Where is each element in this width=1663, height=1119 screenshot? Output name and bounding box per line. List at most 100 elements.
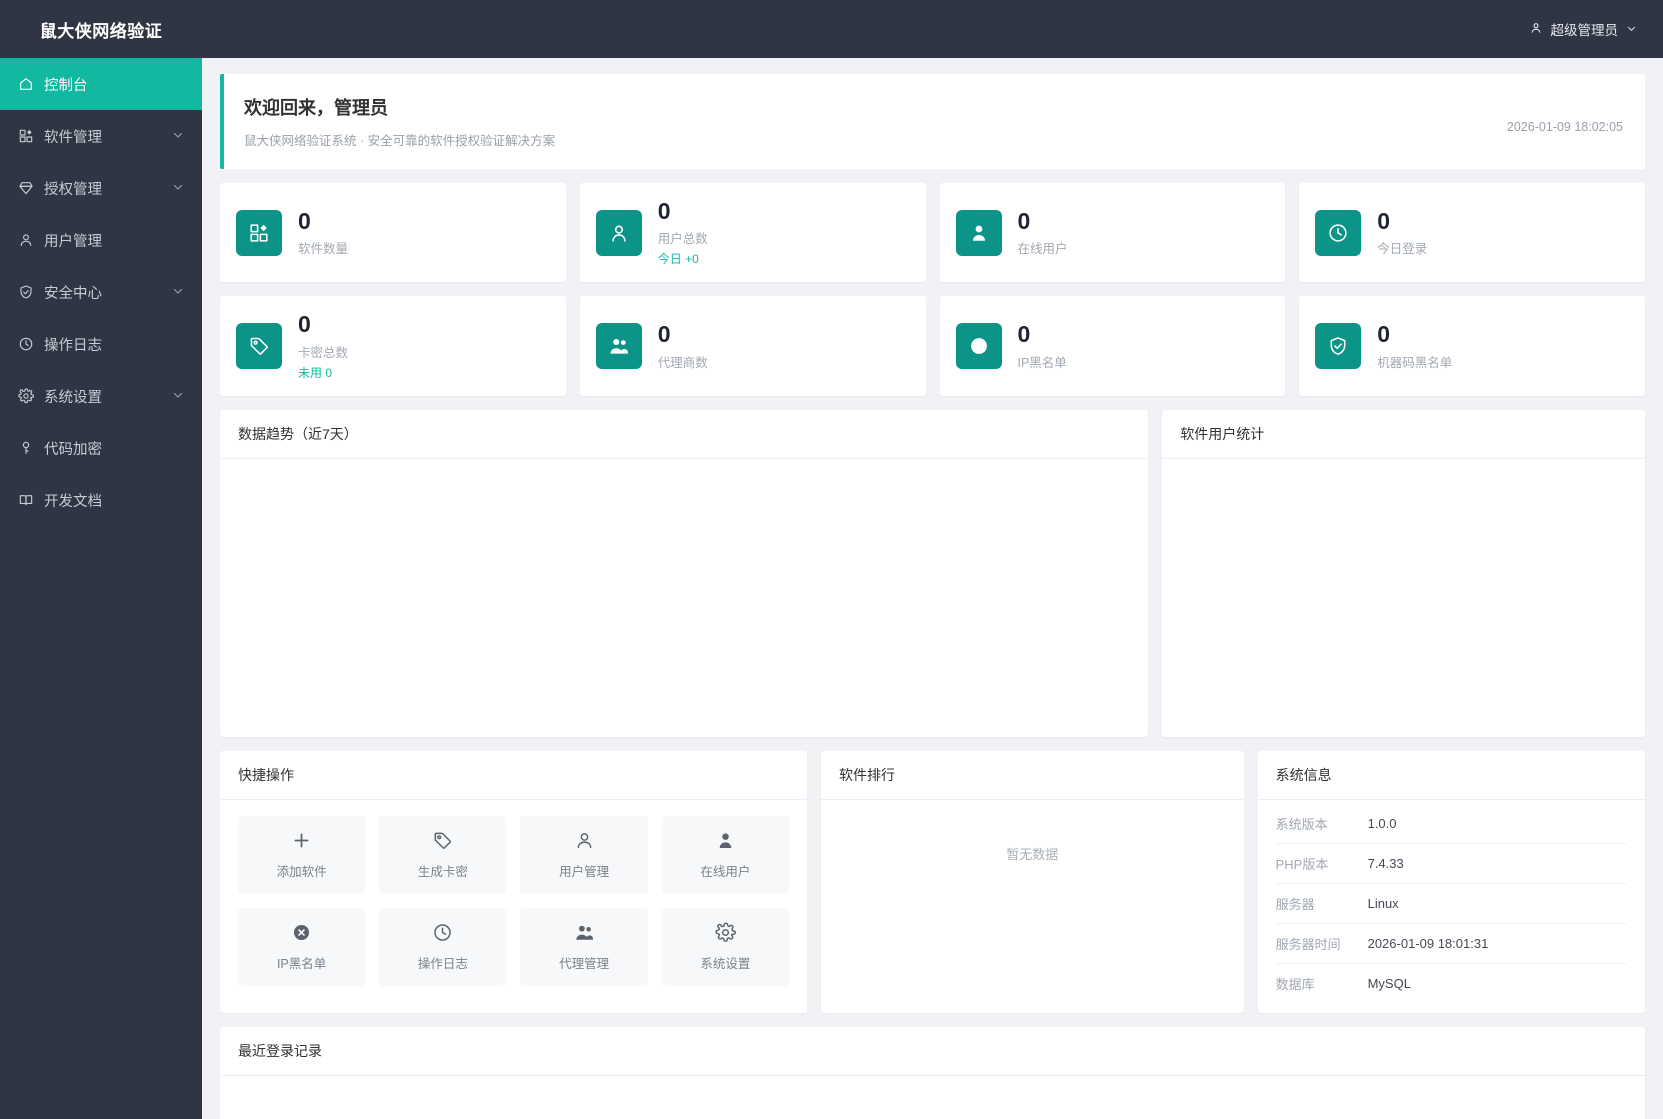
system-info-value: Linux (1367, 895, 1399, 911)
system-info-key: 数据库 (1275, 976, 1315, 992)
system-info-row: 系统版本 1.0.0 (1275, 804, 1627, 844)
person-filled-icon (955, 209, 1002, 256)
quick-action-label: IP黑名单 (276, 956, 327, 971)
quick-action-item[interactable]: 生成卡密 (379, 815, 507, 894)
quick-action-label: 系统设置 (700, 956, 751, 971)
stat-value: 0 (1377, 321, 1391, 348)
welcome-timestamp: 2026-01-09 18:02:05 (1506, 119, 1623, 134)
home-icon (16, 75, 35, 94)
lower-row: 快捷操作 添加软件 生成卡密 用户管理 在线用户 IP黑名单 操作日志 代理管理 系统设置 软… (220, 750, 1645, 1013)
quick-actions-panel: 快捷操作 添加软件 生成卡密 用户管理 在线用户 IP黑名单 操作日志 代理管理 系统设置 (220, 750, 807, 1013)
sidebar-item-label: 系统设置 (44, 389, 102, 406)
system-info-key: PHP版本 (1275, 856, 1329, 872)
quick-action-label: 操作日志 (417, 956, 468, 971)
sidebar-item-label: 开发文档 (44, 493, 102, 510)
recent-logins-title: 最近登录记录 (220, 1027, 1645, 1076)
recent-logins-panel: 最近登录记录 (220, 1026, 1645, 1119)
stat-card: 0 机器码黑名单 (1299, 296, 1645, 396)
system-info-row: 服务器时间 2026-01-09 18:01:31 (1275, 924, 1627, 964)
user-outline-icon (595, 209, 642, 256)
brand-title: 鼠大侠网络验证 (39, 21, 163, 41)
system-info-key: 系统版本 (1275, 816, 1328, 832)
stat-label: IP黑名单 (1017, 355, 1067, 370)
software-rank-title: 软件排行 (820, 751, 1244, 800)
stat-sublabel: 今日 +0 (657, 252, 699, 267)
stat-card: 0 用户总数 今日 +0 (579, 183, 926, 283)
quick-action-label: 代理管理 (559, 956, 610, 971)
quick-action-item[interactable]: IP黑名单 (238, 907, 366, 986)
people-icon (574, 922, 595, 944)
person-filled-icon (715, 830, 736, 852)
quick-action-item[interactable]: 操作日志 (379, 907, 507, 986)
stat-card-body: 0 在线用户 (1018, 208, 1068, 257)
stat-card: 0 在线用户 (939, 183, 1286, 283)
user-label: 超级管理员 (1550, 23, 1619, 38)
apps-icon (236, 209, 282, 256)
sidebar-item-0[interactable]: 控制台 (0, 58, 202, 110)
shield-check-icon (1315, 323, 1362, 370)
sidebar-item-3[interactable]: 用户管理 (0, 214, 202, 266)
apps-icon (16, 127, 35, 146)
system-info-title: 系统信息 (1257, 751, 1645, 800)
software-users-title: 软件用户统计 (1162, 410, 1645, 459)
diamond-icon (16, 179, 35, 198)
tag-icon (432, 830, 453, 852)
quick-action-item[interactable]: 代理管理 (520, 907, 648, 986)
quick-action-item[interactable]: 用户管理 (520, 815, 648, 894)
sidebar-item-1[interactable]: 软件管理 (0, 110, 202, 162)
stat-card-body: 0 用户总数 今日 +0 (658, 198, 708, 267)
stat-label: 今日登录 (1377, 242, 1428, 257)
software-rank-panel: 软件排行 暂无数据 (820, 750, 1244, 1013)
ban-icon (291, 922, 312, 944)
user-icon (1529, 21, 1545, 37)
system-info-row: PHP版本 7.4.33 (1275, 844, 1627, 884)
sidebar-item-4[interactable]: 安全中心 (0, 266, 202, 318)
main-region: 超级管理员 欢迎回来，管理员 鼠大侠网络验证系统 · 安全可靠的软件授权验证解决… (202, 0, 1663, 1119)
quick-action-label: 在线用户 (700, 864, 751, 879)
quick-action-label: 添加软件 (276, 864, 327, 879)
stat-value: 0 (298, 311, 311, 338)
dashboard-content: 欢迎回来，管理员 鼠大侠网络验证系统 · 安全可靠的软件授权验证解决方案 202… (202, 58, 1663, 1119)
charts-row: 数据趋势（近7天） 软件用户统计 (220, 409, 1645, 737)
sidebar-item-5[interactable]: 操作日志 (0, 318, 202, 370)
sidebar-item-label: 用户管理 (44, 233, 102, 250)
chevron-down-icon (172, 285, 186, 299)
sidebar-item-label: 代码加密 (44, 441, 102, 458)
software-users-panel: 软件用户统计 (1162, 409, 1645, 737)
sidebar-item-label: 授权管理 (44, 181, 102, 198)
ban-icon (955, 323, 1002, 370)
stat-value: 0 (657, 198, 671, 224)
quick-action-item[interactable]: 系统设置 (661, 907, 789, 986)
sidebar-item-label: 操作日志 (44, 337, 102, 354)
sidebar-item-2[interactable]: 授权管理 (0, 162, 202, 214)
system-info-value: 2026-01-09 18:01:31 (1367, 935, 1489, 951)
system-info-panel: 系统信息 系统版本 1.0.0 PHP版本 7.4.33 服务器 Linux 服务器时间 20… (1257, 750, 1645, 1013)
topbar: 超级管理员 (202, 0, 1663, 58)
stat-label: 机器码黑名单 (1377, 355, 1453, 370)
trend-chart-panel: 数据趋势（近7天） (220, 409, 1149, 737)
plus-icon (291, 830, 312, 852)
quick-action-item[interactable]: 添加软件 (238, 815, 366, 894)
quick-action-item[interactable]: 在线用户 (661, 815, 789, 894)
stat-value: 0 (298, 208, 311, 234)
system-info-value: 7.4.33 (1367, 855, 1404, 871)
system-info-value: MySQL (1367, 975, 1411, 991)
software-users-chart-canvas (1162, 459, 1645, 737)
system-info-key: 服务器 (1275, 896, 1315, 912)
stat-card-body: 0 机器码黑名单 (1377, 321, 1452, 370)
sidebar-item-7[interactable]: 代码加密 (0, 422, 202, 474)
stat-label: 代理商数 (657, 355, 708, 370)
clock-icon (432, 922, 453, 944)
book-icon (16, 491, 35, 510)
stat-label: 在线用户 (1017, 242, 1068, 257)
sidebar-item-6[interactable]: 系统设置 (0, 370, 202, 422)
system-info-key: 服务器时间 (1275, 936, 1341, 952)
user-menu[interactable]: 超级管理员 (1529, 19, 1640, 39)
users-icon (574, 830, 595, 852)
chevron-down-icon (172, 129, 186, 143)
welcome-title: 欢迎回来，管理员 (244, 98, 388, 118)
sidebar-item-8[interactable]: 开发文档 (0, 474, 202, 526)
quick-action-label: 用户管理 (559, 864, 610, 879)
stat-card-body: 0 IP黑名单 (1018, 321, 1067, 370)
